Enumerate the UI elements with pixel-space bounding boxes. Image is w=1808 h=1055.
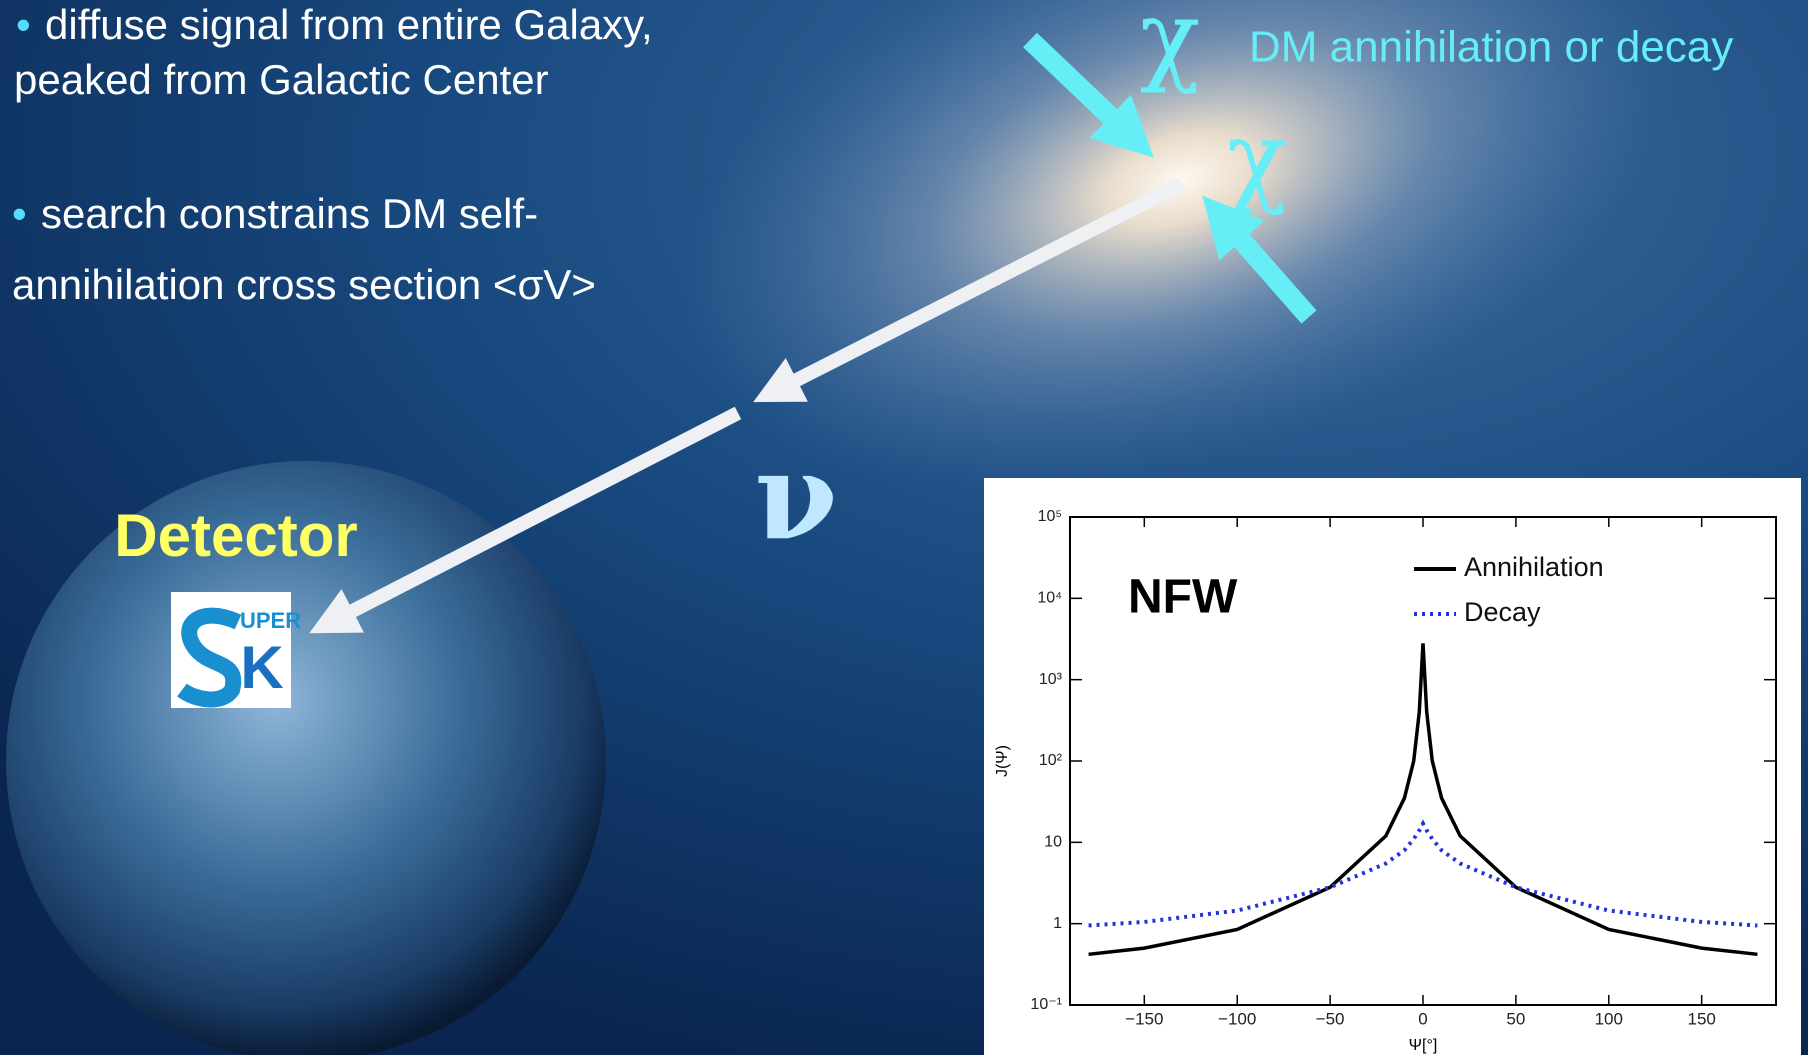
y-tick-label: 10³ — [1039, 671, 1063, 688]
legend-label: Decay — [1464, 597, 1541, 627]
nu: ν — [754, 426, 837, 567]
chi: χ — [1227, 100, 1288, 217]
bullet-text: peaked from Galactic Center — [14, 56, 549, 103]
bullet-text: annihilation cross section <σV> — [12, 261, 596, 308]
y-tick-label: 10⁴ — [1037, 590, 1062, 607]
y-tick-label: 10⁵ — [1038, 508, 1062, 525]
bullet-text: search constrains DM self- — [41, 190, 538, 237]
x-tick-label: 50 — [1506, 1009, 1525, 1028]
detector-label: Detector — [114, 502, 357, 569]
slide: • diffuse signal from entire Galaxy, pea… — [0, 0, 1808, 1055]
y-tick-label: 10 — [1044, 834, 1062, 851]
x-tick-label: −50 — [1316, 1009, 1345, 1028]
process-label: DM annihilation or decay — [1249, 23, 1733, 72]
x-tick-label: −150 — [1125, 1009, 1163, 1028]
chart-title: NFW — [1128, 571, 1238, 624]
page: {"bullets": [["diffuse signal from entir… — [0, 0, 1808, 1055]
legend-label: Annihilation — [1464, 552, 1604, 582]
x-tick-label: 150 — [1687, 1009, 1715, 1028]
logo-text: K — [240, 634, 283, 701]
y-tick-label: 10² — [1039, 752, 1063, 769]
x-tick-label: −100 — [1218, 1009, 1256, 1028]
x-tick-label: 100 — [1595, 1009, 1623, 1028]
y-tick-label: 10⁻¹ — [1030, 996, 1062, 1013]
y-axis-label: J(Ψ) — [994, 745, 1011, 777]
logo-text: UPER — [240, 608, 301, 633]
bullet-text: diffuse signal from entire Galaxy, — [45, 1, 653, 48]
chart-box — [984, 478, 1801, 1055]
chi: χ — [1140, 0, 1201, 96]
bullet-mark: • — [16, 1, 31, 48]
x-axis-label: Ψ[°] — [1409, 1037, 1438, 1054]
bullet-mark: • — [12, 190, 27, 237]
x-tick-label: 0 — [1418, 1009, 1427, 1028]
y-tick-label: 1 — [1053, 915, 1062, 932]
